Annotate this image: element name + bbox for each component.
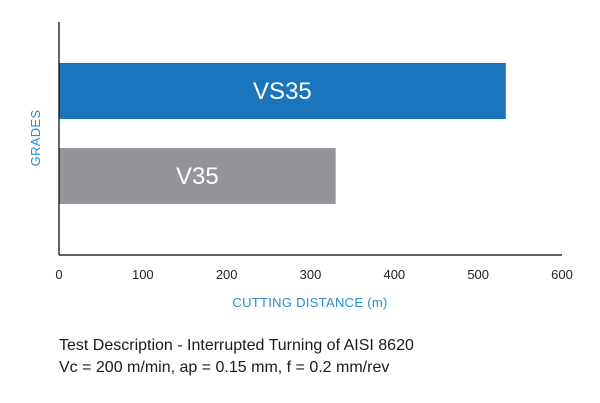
description-line-2: Vc = 200 m/min, ap = 0.15 mm, f = 0.2 mm… [59, 359, 390, 376]
x-tick-label: 300 [300, 267, 322, 282]
y-axis-title: GRADES [28, 110, 43, 167]
bar-label-vs35: VS35 [253, 78, 312, 105]
x-tick-label: 100 [132, 267, 154, 282]
x-tick-label: 400 [383, 267, 405, 282]
x-tick-label: 0 [55, 267, 62, 282]
test-description: Test Description - Interrupted Turning o… [59, 335, 414, 379]
bar-chart: VS35 V35 0 100 200 300 400 500 600 CUTTING DIST… [28, 22, 573, 310]
x-tick-label: 200 [216, 267, 238, 282]
x-tick-label: 600 [551, 267, 573, 282]
x-axis-title: CUTTING DISTANCE (m) [232, 295, 387, 310]
bar-label-v35: V35 [176, 163, 219, 190]
bar-v35 [59, 148, 336, 204]
description-line-1: Test Description - Interrupted Turning o… [59, 337, 414, 354]
x-tick-label: 500 [467, 267, 489, 282]
x-tick-labels: 0 100 200 300 400 500 600 [55, 267, 572, 282]
bar-vs35 [59, 63, 506, 119]
bars-group: VS35 V35 [59, 63, 506, 204]
